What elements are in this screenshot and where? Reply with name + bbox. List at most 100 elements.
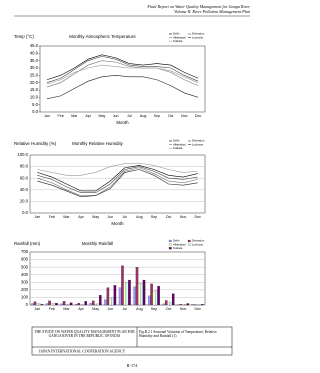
plot-frame xyxy=(29,251,206,306)
x-tick-label: Apr xyxy=(85,114,91,118)
footer-agency: JAPAN INTERNATIONAL COOPERATION AGENCY xyxy=(39,349,126,353)
legend-label: Dehradun xyxy=(192,239,205,243)
series-line xyxy=(46,64,199,85)
x-tick-label: Dec xyxy=(195,307,202,311)
series-line xyxy=(46,55,199,83)
chart-title: Monthly Atmospheric Temperature xyxy=(69,34,136,39)
bar xyxy=(140,282,143,306)
bar xyxy=(67,304,71,306)
bar xyxy=(191,304,195,306)
y-tick-label: 500 xyxy=(21,264,29,269)
bar xyxy=(92,300,95,306)
bar xyxy=(65,304,68,306)
y-axis-title: Rainfall (mm) xyxy=(14,241,41,246)
x-tick-label: Jul xyxy=(127,114,132,118)
x-tick-label: Jun xyxy=(113,114,119,118)
series-line xyxy=(46,60,199,88)
bar xyxy=(179,304,183,306)
y-axis-title: Relative Humidity (%) xyxy=(14,141,57,146)
y-tick-label: 100 xyxy=(21,295,29,300)
bar xyxy=(94,304,97,306)
y-tick-label: 40.0 xyxy=(20,187,29,192)
x-tick-label: Oct xyxy=(166,215,172,219)
bar xyxy=(108,298,112,306)
x-axis-title: Month xyxy=(111,221,124,226)
bar xyxy=(48,300,51,306)
bar xyxy=(125,282,129,306)
x-tick-label: Feb xyxy=(49,215,55,219)
x-tick-label: Jan xyxy=(34,307,40,311)
footer-study: THE STUDY ON WATER QUALITY MANAGEMENT PL… xyxy=(34,330,135,339)
x-tick-label: Jun xyxy=(107,215,113,219)
legend-label: Allahabad xyxy=(173,35,186,39)
bar xyxy=(169,302,173,306)
y-tick-label: 30.0 xyxy=(30,65,39,70)
legend-label: Dehradun xyxy=(192,139,205,143)
x-tick-label: May xyxy=(98,114,105,118)
bar xyxy=(96,303,100,306)
page-number: R-174 xyxy=(127,363,138,368)
legend-label: Dehradun xyxy=(192,32,205,36)
bar xyxy=(99,295,102,306)
x-tick-label: Aug xyxy=(136,307,142,311)
footer-study-box: THE STUDY ON WATER QUALITY MANAGEMENT PL… xyxy=(34,330,135,339)
bar xyxy=(77,303,80,306)
bar xyxy=(52,303,56,306)
bar xyxy=(135,267,139,306)
y-tick-label: 0 xyxy=(26,302,29,307)
chart-title: Monthly Relative Humidity xyxy=(72,141,124,146)
bar xyxy=(128,279,131,306)
bar xyxy=(123,282,127,306)
series-line xyxy=(37,167,198,196)
bar xyxy=(150,283,153,306)
bar xyxy=(162,303,166,306)
bar xyxy=(138,283,141,306)
y-tick-label: 15.0 xyxy=(30,87,39,92)
y-tick-label: 45.0 xyxy=(30,43,39,48)
series-line xyxy=(37,166,198,193)
legend-label: Allahabad xyxy=(173,142,186,146)
y-tick-label: 40.0 xyxy=(30,50,39,55)
x-tick-label: Apr xyxy=(78,215,84,219)
bar xyxy=(148,295,151,306)
x-tick-label: May xyxy=(92,215,99,219)
legend-label: Lucknow xyxy=(192,142,204,146)
legend-swatch xyxy=(168,239,172,243)
plot-frame xyxy=(39,45,206,113)
bar xyxy=(152,291,156,306)
bar xyxy=(155,290,158,306)
bar xyxy=(69,302,73,306)
series-line xyxy=(37,169,198,198)
footer-box xyxy=(31,326,233,356)
x-tick-label: Jan xyxy=(34,215,40,219)
x-tick-label: Jan xyxy=(44,114,50,118)
y-tick-label: 600 xyxy=(21,257,29,262)
y-tick-label: 100.0 xyxy=(18,152,29,157)
bar xyxy=(104,299,107,306)
x-tick-label: Dec xyxy=(195,114,202,118)
series-line xyxy=(37,162,198,176)
y-tick-label: 80.0 xyxy=(20,164,29,169)
y-tick-label: 400 xyxy=(21,272,29,277)
header-line: Volume II. River Pollution Management Pl… xyxy=(174,9,250,14)
bar xyxy=(45,303,49,306)
bar xyxy=(89,303,93,306)
bar xyxy=(111,297,114,306)
bar xyxy=(133,286,136,306)
y-tick-label: 700 xyxy=(21,249,29,254)
x-tick-label: Oct xyxy=(168,114,174,118)
y-tick-label: 20.0 xyxy=(30,80,39,85)
y-axis-title: Temp (°C) xyxy=(14,34,34,39)
bar xyxy=(167,301,170,306)
y-tick-label: 5.0 xyxy=(32,102,38,107)
y-tick-label: 200 xyxy=(21,287,29,292)
legend-label: Delhi xyxy=(173,139,180,143)
page-canvas: Final Report on Water Quality Management… xyxy=(14,4,250,368)
y-tick-label: 0.0 xyxy=(32,109,38,114)
legend-label: Allahabad xyxy=(173,242,186,246)
bar xyxy=(36,303,39,306)
y-tick-label: 60.0 xyxy=(20,175,29,180)
legend-label: Delhi xyxy=(173,239,180,243)
y-tick-label: 25.0 xyxy=(30,72,39,77)
bar xyxy=(164,300,168,306)
